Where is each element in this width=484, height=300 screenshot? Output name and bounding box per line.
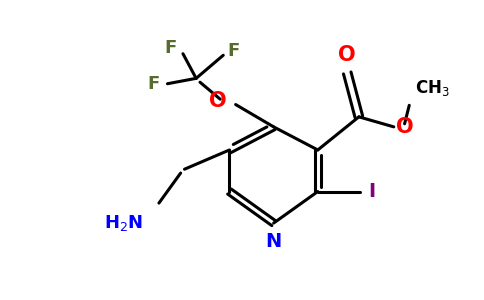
- Text: O: O: [396, 117, 414, 137]
- Text: N: N: [266, 232, 282, 251]
- Text: CH$_3$: CH$_3$: [415, 78, 450, 98]
- Text: I: I: [368, 182, 375, 201]
- Text: F: F: [165, 38, 177, 56]
- Text: O: O: [209, 92, 227, 111]
- Text: F: F: [227, 42, 240, 60]
- Text: F: F: [148, 75, 160, 93]
- Text: O: O: [338, 45, 356, 65]
- Text: H$_2$N: H$_2$N: [104, 213, 143, 233]
